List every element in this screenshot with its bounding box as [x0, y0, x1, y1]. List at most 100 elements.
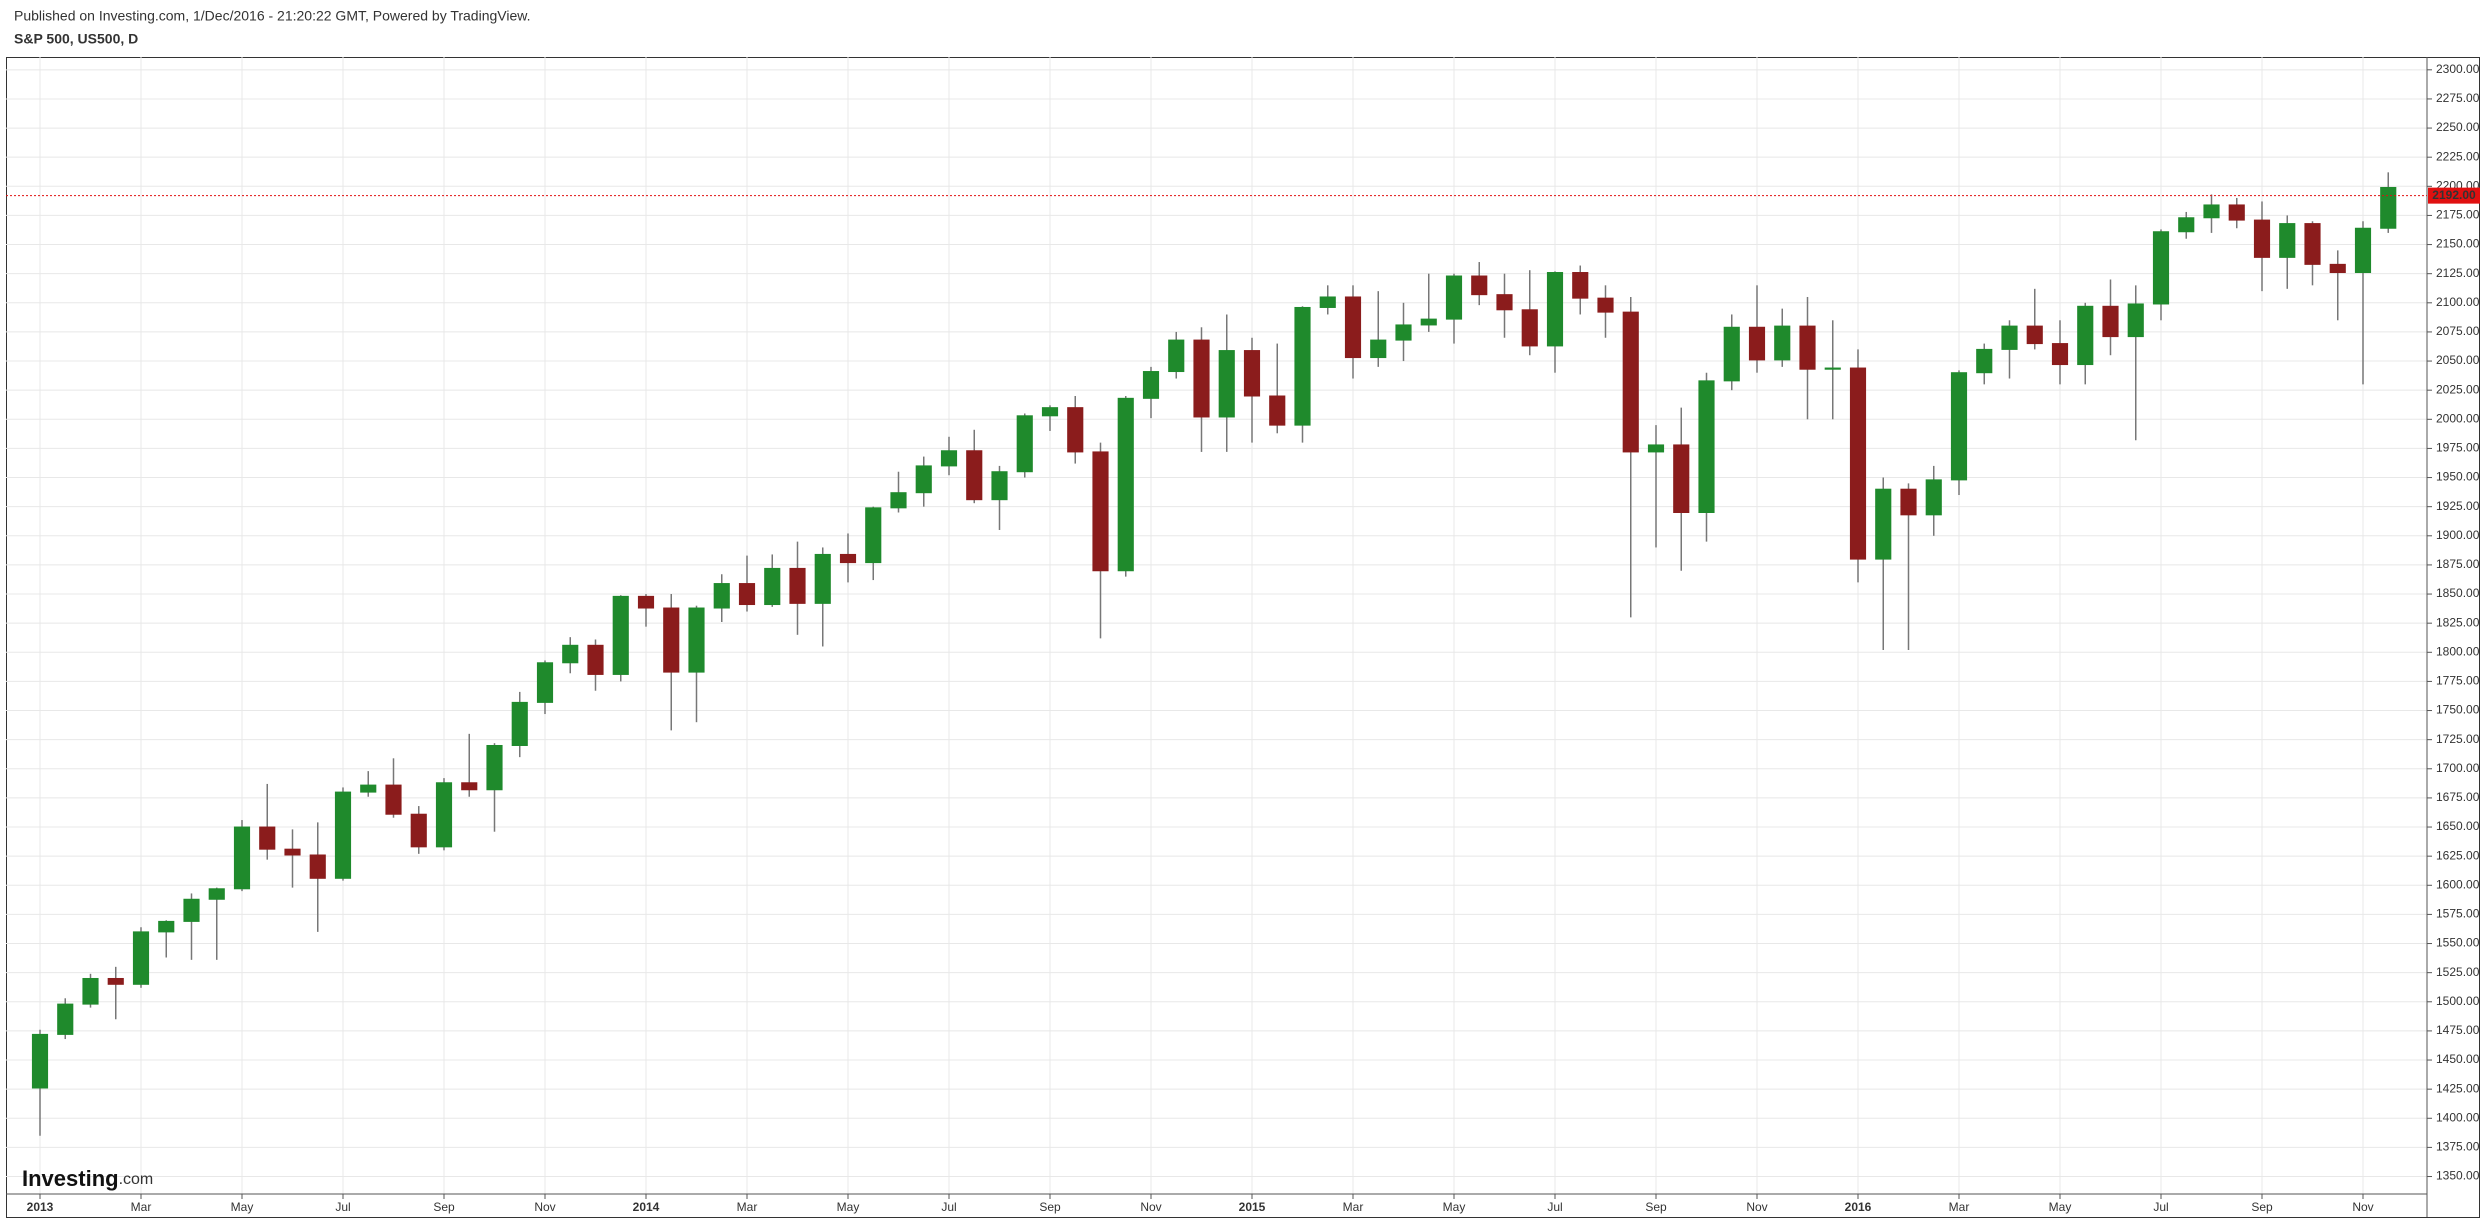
candle-body [2001, 325, 2018, 350]
candle-body [1647, 444, 1665, 453]
candle-body [360, 784, 377, 793]
candle-body [158, 920, 175, 933]
y-tick-label: 2075.00 [2436, 324, 2480, 338]
y-tick-label: 1875.00 [2436, 557, 2480, 571]
candle-body [1445, 275, 1463, 320]
candle-body [2026, 325, 2043, 345]
x-tick-label: Mar [737, 1200, 758, 1214]
candle-body [612, 595, 629, 675]
candle-body [991, 471, 1008, 501]
last-price-box [2428, 187, 2480, 204]
candle-body [1546, 272, 1564, 347]
candle-body [2304, 223, 2321, 265]
y-tick-label: 2275.00 [2436, 91, 2480, 105]
x-tick-label: Nov [534, 1200, 555, 1214]
grid [6, 57, 2427, 1194]
y-tick-label: 1600.00 [2436, 877, 2480, 891]
candle-body [1925, 479, 1942, 516]
y-tick-label: 2225.00 [2436, 149, 2480, 163]
y-tick-label: 1950.00 [2436, 470, 2480, 484]
candle-body [1218, 350, 1235, 418]
candle-body [2077, 305, 2094, 366]
candle-body [1319, 296, 1336, 308]
x-tick-label: Jul [941, 1200, 956, 1214]
x-tick-label: Mar [1343, 1200, 1364, 1214]
y-tick-label: 1425.00 [2436, 1081, 2480, 1095]
candle-body [1168, 339, 1185, 373]
candle-body [1370, 339, 1387, 359]
candle-body [2354, 227, 2372, 274]
y-tick-label: 2150.00 [2436, 237, 2480, 251]
x-tick-label: Sep [2251, 1200, 2273, 1214]
candle-body [839, 553, 857, 564]
y-tick-label: 1450.00 [2436, 1052, 2480, 1066]
x-tick-label: Nov [1140, 1200, 1161, 1214]
candle-body [1950, 372, 1968, 481]
candle-body [1622, 311, 1639, 453]
candle-body [2253, 219, 2271, 258]
y-tick-label: 1725.00 [2436, 732, 2480, 746]
y-tick-label: 1375.00 [2436, 1140, 2480, 1154]
candle-body [966, 450, 983, 501]
candle-body [1774, 325, 1791, 361]
y-tick-label: 1650.00 [2436, 819, 2480, 833]
x-tick-label: 2015 [1239, 1200, 1266, 1214]
logo-suffix: .com [119, 1171, 154, 1188]
candle-body [1092, 451, 1109, 572]
y-tick-label: 1475.00 [2436, 1023, 2480, 1037]
candle-body [1294, 306, 1311, 426]
y-tick-label: 1925.00 [2436, 499, 2480, 513]
candle-body [2380, 186, 2397, 229]
x-tick-label: 2016 [1845, 1200, 1872, 1214]
candle-body [562, 644, 579, 664]
candle-body [2178, 217, 2195, 233]
x-tick-label: Nov [1746, 1200, 1767, 1214]
y-tick-label: 2050.00 [2436, 353, 2480, 367]
candle-body [1420, 318, 1437, 326]
y-tick-label: 1850.00 [2436, 586, 2480, 600]
x-tick-label: Jul [1547, 1200, 1562, 1214]
y-tick-label: 2175.00 [2436, 208, 2480, 222]
candle-body [536, 662, 554, 703]
x-tick-label: 2014 [633, 1200, 660, 1214]
candle-body [738, 583, 756, 606]
candle-body [82, 977, 99, 1005]
y-tick-label: 1350.00 [2436, 1169, 2480, 1183]
x-tick-label: Jul [2153, 1200, 2168, 1214]
x-tick-label: May [1443, 1200, 1466, 1214]
candle-body [1117, 397, 1134, 572]
logo: Investing.com [22, 1166, 153, 1191]
candle-body [2152, 231, 2170, 305]
candle-body [587, 644, 604, 675]
logo-main: Investing [22, 1166, 119, 1191]
candle-body [107, 977, 124, 985]
y-tick-label: 1700.00 [2436, 761, 2480, 775]
candle-body [915, 465, 932, 494]
candle-body [764, 567, 781, 606]
candle-body [1976, 348, 1993, 374]
candle-body [183, 898, 200, 922]
y-tick-label: 2025.00 [2436, 382, 2480, 396]
candle-body [663, 607, 680, 673]
chart-frame [6, 57, 2480, 1218]
candle-body [2203, 204, 2220, 219]
candle-body [1572, 272, 1589, 299]
candle-body [2228, 204, 2245, 221]
candle-body [1799, 325, 1816, 370]
candle-body [1824, 367, 1841, 370]
candle-body [1900, 488, 1917, 516]
candle-body [2279, 223, 2296, 258]
candle-body [1471, 275, 1488, 296]
candles [31, 172, 2397, 1136]
chart-title: S&P 500, US500, D [14, 31, 138, 47]
x-tick-label: 2013 [27, 1200, 54, 1214]
candle-body [435, 782, 453, 848]
y-tick-label: 1750.00 [2436, 703, 2480, 717]
x-tick-label: Jul [335, 1200, 350, 1214]
x-tick-label: Sep [1645, 1200, 1667, 1214]
candle-body [410, 813, 427, 848]
candle-body [1243, 350, 1261, 397]
